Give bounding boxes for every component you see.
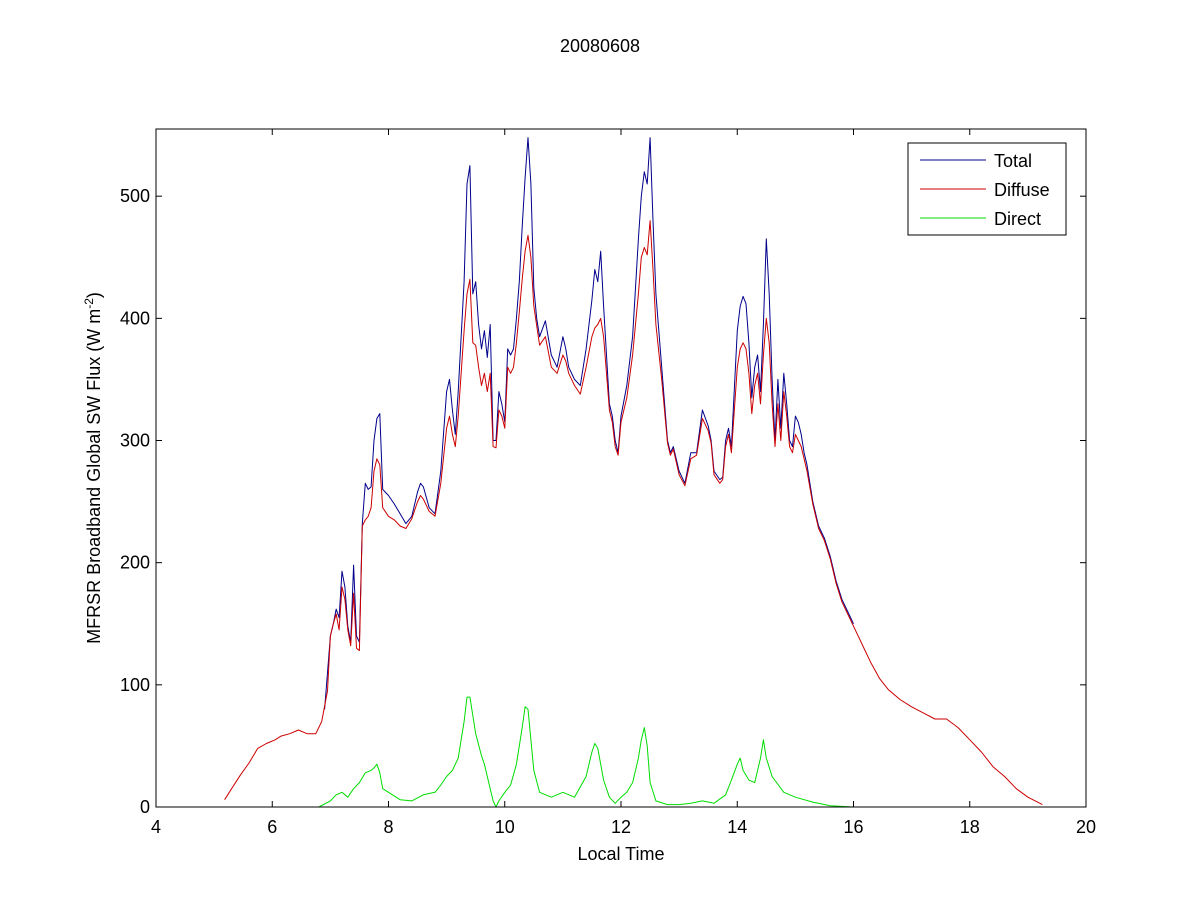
y-tick-label: 400	[120, 308, 150, 328]
legend-label-direct: Direct	[994, 209, 1041, 229]
x-tick-label: 12	[611, 817, 631, 837]
x-tick-label: 18	[960, 817, 980, 837]
x-tick-label: 4	[151, 817, 161, 837]
x-tick-label: 8	[383, 817, 393, 837]
y-tick-label: 100	[120, 675, 150, 695]
chart-title: 20080608	[560, 36, 640, 56]
legend-label-total: Total	[994, 151, 1032, 171]
legend-label-diffuse: Diffuse	[994, 180, 1050, 200]
series-line-direct	[225, 696, 1028, 808]
legend: Total Diffuse Direct	[907, 142, 1067, 236]
series-line-diffuse	[224, 220, 1043, 806]
y-axis-label-close: )	[84, 292, 104, 298]
x-tick-label: 14	[727, 817, 747, 837]
y-axis-label-main: MFRSR Broadband Global SW Flux (W m	[84, 309, 104, 644]
series-line-total	[324, 137, 854, 710]
plot-series	[224, 137, 1043, 808]
y-tick-label: 0	[140, 797, 150, 817]
x-tick-label: 20	[1076, 817, 1096, 837]
y-tick-label: 500	[120, 186, 150, 206]
y-tick-label: 200	[120, 553, 150, 573]
y-axis-label-superscript: -2	[82, 298, 96, 309]
x-tick-label: 16	[843, 817, 863, 837]
y-axis-label: MFRSR Broadband Global SW Flux (W m-2)	[82, 292, 104, 644]
x-axis-label: Local Time	[577, 844, 664, 864]
y-tick-label: 300	[120, 431, 150, 451]
x-tick-label: 6	[267, 817, 277, 837]
x-tick-label: 10	[495, 817, 515, 837]
